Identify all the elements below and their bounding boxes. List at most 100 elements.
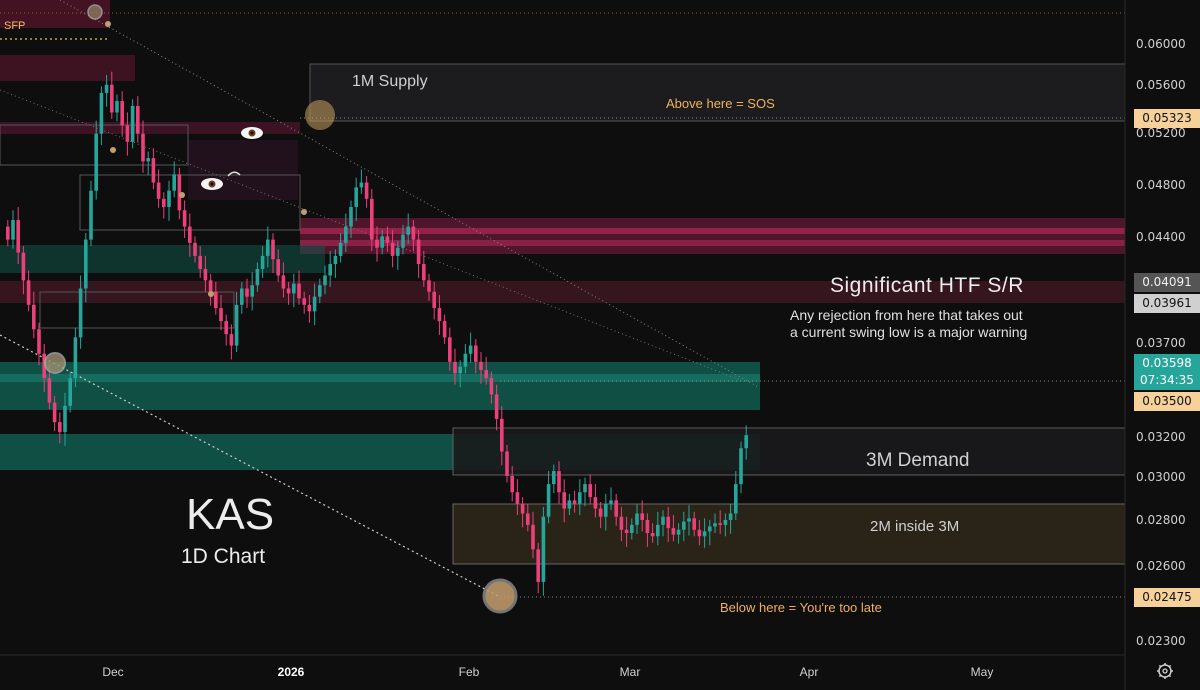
lower-diagonal — [0, 334, 501, 598]
mid-supply-band-1 — [300, 228, 1125, 234]
downtrend-line-1 — [59, 0, 761, 389]
candle-body — [676, 529, 681, 535]
candle-body — [630, 524, 634, 533]
candle-body — [682, 521, 686, 530]
candle-body — [52, 402, 57, 423]
x-tick: 2026 — [277, 665, 305, 679]
candle-body — [468, 345, 473, 354]
candle-body — [718, 523, 722, 525]
candle-body — [250, 285, 254, 297]
candle-body — [104, 84, 109, 93]
supply-zone-1m — [309, 63, 1126, 122]
candle-body — [500, 418, 504, 452]
dot-2 — [110, 147, 116, 153]
candle-body — [604, 503, 608, 517]
candle-body — [437, 308, 442, 322]
candle-body — [619, 516, 624, 530]
candle-body — [198, 255, 202, 269]
candle-body — [354, 187, 358, 207]
candle-body — [510, 475, 514, 493]
highlight-circles — [44, 4, 518, 614]
candle-body — [110, 84, 114, 113]
mid-supply-zone — [300, 218, 1125, 254]
candle-body — [624, 529, 629, 533]
candle-body — [734, 484, 738, 514]
demand-zone-upper — [0, 362, 760, 410]
candle-body — [666, 516, 670, 529]
candle-body — [489, 378, 494, 395]
reference-lines — [0, 0, 1125, 598]
candle-body — [286, 288, 291, 294]
x-tick: Apr — [799, 665, 819, 679]
htf-title: Significant HTF S/R — [830, 274, 1024, 297]
candle-body — [146, 158, 150, 162]
demand-2m-label: 2M inside 3M — [870, 518, 960, 535]
candle-body — [349, 207, 353, 227]
candle-body — [458, 366, 462, 374]
candle-body — [427, 280, 431, 292]
htf-note-line2: a current swing low is a major warning — [790, 324, 1028, 340]
candle-body — [182, 210, 187, 227]
mid-supply-band-2 — [300, 240, 1125, 246]
left-outline-box-3 — [39, 291, 235, 329]
y-tick: 0.05200 — [1136, 126, 1186, 140]
candle-body — [723, 519, 728, 525]
price-label-supply: 0.05323 — [1134, 109, 1200, 128]
candle-body — [390, 242, 395, 256]
eye-icon — [241, 127, 263, 139]
demand-zone-2m — [452, 503, 1126, 565]
candle-body — [276, 259, 280, 276]
y-tick: 0.05600 — [1136, 78, 1186, 92]
candle-body — [380, 236, 384, 248]
left-supply-box-2 — [0, 55, 135, 81]
candle-body — [494, 394, 499, 419]
candle-body — [229, 334, 234, 346]
candle-body — [708, 526, 712, 532]
price-label-htf-upper: 0.04091 — [1134, 273, 1200, 292]
candle-body — [172, 174, 176, 191]
gear-icon[interactable] — [1157, 663, 1173, 679]
downtrend-line-2 — [0, 89, 741, 381]
y-tick: 0.03700 — [1136, 336, 1186, 350]
candle-body — [255, 268, 260, 286]
candle-body — [505, 451, 509, 476]
candle-body — [94, 133, 98, 191]
candle-body — [151, 158, 156, 183]
dot-1 — [105, 21, 111, 27]
candle-body — [281, 275, 286, 289]
candle-body — [16, 220, 20, 253]
candle-body — [344, 226, 348, 243]
dot-3 — [179, 192, 185, 198]
candle-body — [234, 304, 239, 346]
candles-layer — [6, 71, 748, 596]
y-tick: 0.06000 — [1136, 37, 1186, 51]
price-label-invalidation: 0.02475 — [1134, 588, 1200, 607]
candle-body — [593, 497, 598, 509]
candle-body — [526, 513, 530, 525]
candle-body — [661, 516, 665, 525]
candle-body — [463, 353, 468, 367]
candle-body — [453, 361, 457, 374]
candle-body — [702, 531, 707, 537]
x-tick: Mar — [619, 665, 641, 679]
candle-body — [271, 239, 275, 260]
y-tick: 0.03200 — [1136, 430, 1186, 444]
candle-body — [338, 242, 343, 256]
candle-body — [292, 283, 296, 294]
candle-body — [266, 239, 270, 256]
candle-body — [531, 524, 535, 550]
sfp-label: SFP — [4, 20, 26, 32]
candle-body — [557, 471, 561, 493]
left-supply-box-4 — [188, 140, 298, 200]
candle-body — [224, 321, 228, 335]
candle-body — [552, 471, 556, 485]
candle-body — [614, 500, 618, 517]
candle-body — [63, 405, 67, 432]
candle-body — [364, 182, 369, 199]
x-tick: Dec — [102, 665, 124, 679]
candle-body — [302, 298, 306, 305]
candle-body — [411, 226, 416, 240]
eye-icon — [201, 178, 223, 190]
candle-body — [656, 524, 660, 537]
